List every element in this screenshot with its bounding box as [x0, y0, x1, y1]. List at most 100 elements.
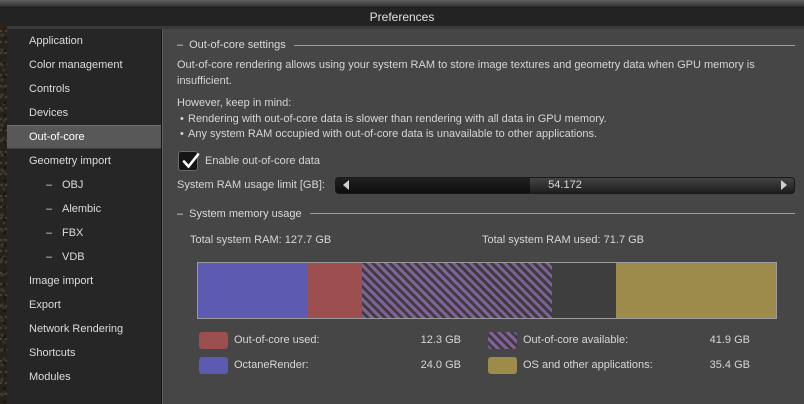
window-titlebar[interactable]: Preferences	[0, 8, 804, 26]
legend-swatch-icon	[199, 356, 228, 374]
sidebar-item-label: Modules	[29, 371, 71, 383]
sidebar-item-label: Out-of-core	[29, 131, 85, 143]
sub-item-dash: –	[46, 251, 53, 263]
sidebar-item-geometry-import[interactable]: Geometry import	[7, 149, 161, 173]
sidebar-item-fbx[interactable]: – FBX	[7, 221, 161, 245]
window-title: Preferences	[369, 10, 435, 24]
memory-totals-row: Total system RAM: 127.7 GB Total system …	[177, 234, 795, 250]
out-of-core-panel: – Out-of-core settings Out-of-core rende…	[162, 29, 804, 404]
legend-swatch-icon	[488, 356, 517, 374]
bar-segment-out-of-core-available	[362, 262, 552, 318]
note-bullet-text: Any system RAM occupied with out-of-core…	[188, 128, 598, 140]
ram-limit-slider[interactable]: 54.172	[335, 176, 795, 194]
ram-limit-value: 54.172	[548, 179, 582, 191]
section-header-out-of-core-settings: – Out-of-core settings	[177, 37, 795, 53]
legend-item: Out-of-core used: 12.3 GB	[199, 331, 461, 349]
sidebar-item-label: Application	[29, 35, 83, 47]
sidebar-item-label: Alembic	[62, 203, 102, 215]
legend-label: OctaneRender:	[234, 359, 309, 371]
legend-value: 12.3 GB	[420, 334, 461, 346]
legend-item: OctaneRender: 24.0 GB	[199, 356, 461, 374]
note-bullet: • Rendering with out-of-core data is slow…	[177, 112, 795, 128]
window-chrome-band	[7, 26, 804, 29]
total-ram-label: Total system RAM:	[190, 233, 282, 246]
sidebar-item-obj[interactable]: – OBJ	[7, 173, 161, 197]
description-line: Out-of-core rendering allows using your …	[177, 59, 755, 71]
sidebar-item-label: OBJ	[62, 179, 84, 191]
section-title: System memory usage	[189, 207, 302, 220]
sidebar-item-label: FBX	[62, 227, 84, 239]
sidebar-item-export[interactable]: Export	[7, 293, 161, 317]
slider-left-arrow-icon[interactable]	[343, 180, 349, 190]
note-bullet: • Any system RAM occupied with out-of-cor…	[177, 127, 795, 143]
total-ram-used-text: Total system RAM used: 71.7 GB	[482, 234, 644, 246]
bullet-icon: •	[180, 128, 184, 140]
sidebar-item-shortcuts[interactable]: Shortcuts	[7, 341, 161, 365]
sidebar-item-label: Image import	[29, 275, 94, 287]
enable-out-of-core-row: Enable out-of-core data	[177, 150, 795, 171]
note-bullet-text: Rendering with out-of-core data is slowe…	[188, 112, 607, 125]
bullet-icon: •	[180, 112, 184, 125]
sub-item-dash: –	[46, 203, 53, 215]
sidebar-item-controls[interactable]: Controls	[7, 77, 161, 101]
total-ram-used-value: 71.7 GB	[603, 233, 645, 246]
section-title: Out-of-core settings	[189, 39, 286, 51]
legend-item: OS and other applications: 35.4 GB	[488, 356, 750, 374]
sidebar-item-modules[interactable]: Modules	[7, 365, 161, 389]
legend-item: Out-of-core available: 41.9 GB	[488, 331, 750, 349]
sidebar-item-vdb[interactable]: – VDB	[7, 245, 161, 269]
sidebar-item-label: Geometry import	[29, 155, 111, 167]
sidebar-item-label: Controls	[29, 83, 70, 95]
bar-segment-out-of-core-used	[306, 262, 363, 318]
slider-right-arrow-icon[interactable]	[781, 180, 787, 190]
sidebar-item-alembic[interactable]: – Alembic	[7, 197, 161, 221]
notes-title: However, keep in mind:	[177, 97, 292, 109]
ram-limit-label: System RAM usage limit [GB]:	[177, 179, 325, 191]
sidebar-item-label: Export	[29, 299, 61, 311]
app-top-bar	[0, 0, 804, 8]
sidebar-item-color-management[interactable]: Color management	[7, 53, 161, 77]
legend-value: 41.9 GB	[709, 334, 750, 346]
sidebar-item-label: Network Rendering	[29, 323, 124, 335]
section-dash: –	[177, 207, 184, 220]
sidebar-item-network-rendering[interactable]: Network Rendering	[7, 317, 161, 341]
sidebar-item-out-of-core[interactable]: Out-of-core	[7, 125, 161, 149]
description-line: insufficient.	[177, 75, 232, 87]
sidebar-item-label: Color management	[29, 59, 123, 71]
bar-segment-octanerender	[198, 262, 307, 318]
sidebar-item-label: Devices	[29, 107, 69, 119]
section-rule-line	[309, 213, 795, 214]
legend-label: Out-of-core available:	[523, 334, 629, 346]
section-dash: –	[177, 39, 184, 51]
legend-swatch-icon	[199, 331, 228, 349]
section-rule-line	[293, 44, 795, 46]
total-ram-text: Total system RAM: 127.7 GB	[190, 234, 331, 246]
enable-out-of-core-checkbox[interactable]	[178, 150, 200, 171]
memory-usage-legend: Out-of-core used: 12.3 GB Out-of-core avai…	[199, 331, 795, 374]
enable-out-of-core-label: Enable out-of-core data	[205, 154, 320, 167]
section-header-system-memory-usage: – System memory usage	[177, 206, 795, 222]
memory-usage-stacked-bar	[197, 261, 777, 319]
sidebar-item-image-import[interactable]: Image import	[7, 269, 161, 293]
legend-value: 35.4 GB	[709, 359, 750, 371]
sidebar-item-devices[interactable]: Devices	[7, 101, 161, 125]
legend-label: Out-of-core used:	[234, 334, 320, 346]
ram-limit-slider-fill	[336, 177, 531, 193]
out-of-core-description: Out-of-core rendering allows using your …	[177, 57, 795, 89]
sub-item-dash: –	[46, 179, 53, 191]
legend-swatch-icon	[488, 331, 517, 349]
preferences-sidebar: Application Color management Controls Devic…	[7, 29, 162, 404]
sidebar-item-label: VDB	[62, 251, 85, 263]
sidebar-item-label: Shortcuts	[29, 347, 76, 359]
bar-segment-unused-ram-segment	[551, 262, 616, 318]
out-of-core-notes: However, keep in mind: • Rendering with o…	[177, 96, 795, 143]
legend-label: OS and other applications:	[523, 359, 653, 371]
legend-value: 24.0 GB	[420, 359, 461, 371]
sidebar-item-application[interactable]: Application	[7, 29, 161, 53]
ram-limit-row: System RAM usage limit [GB]: 54.172	[177, 176, 795, 194]
sub-item-dash: –	[46, 227, 53, 239]
bar-segment-os-and-other-applications	[615, 262, 776, 318]
checkmark-icon	[182, 152, 200, 169]
total-ram-used-label: Total system RAM used:	[482, 233, 601, 246]
